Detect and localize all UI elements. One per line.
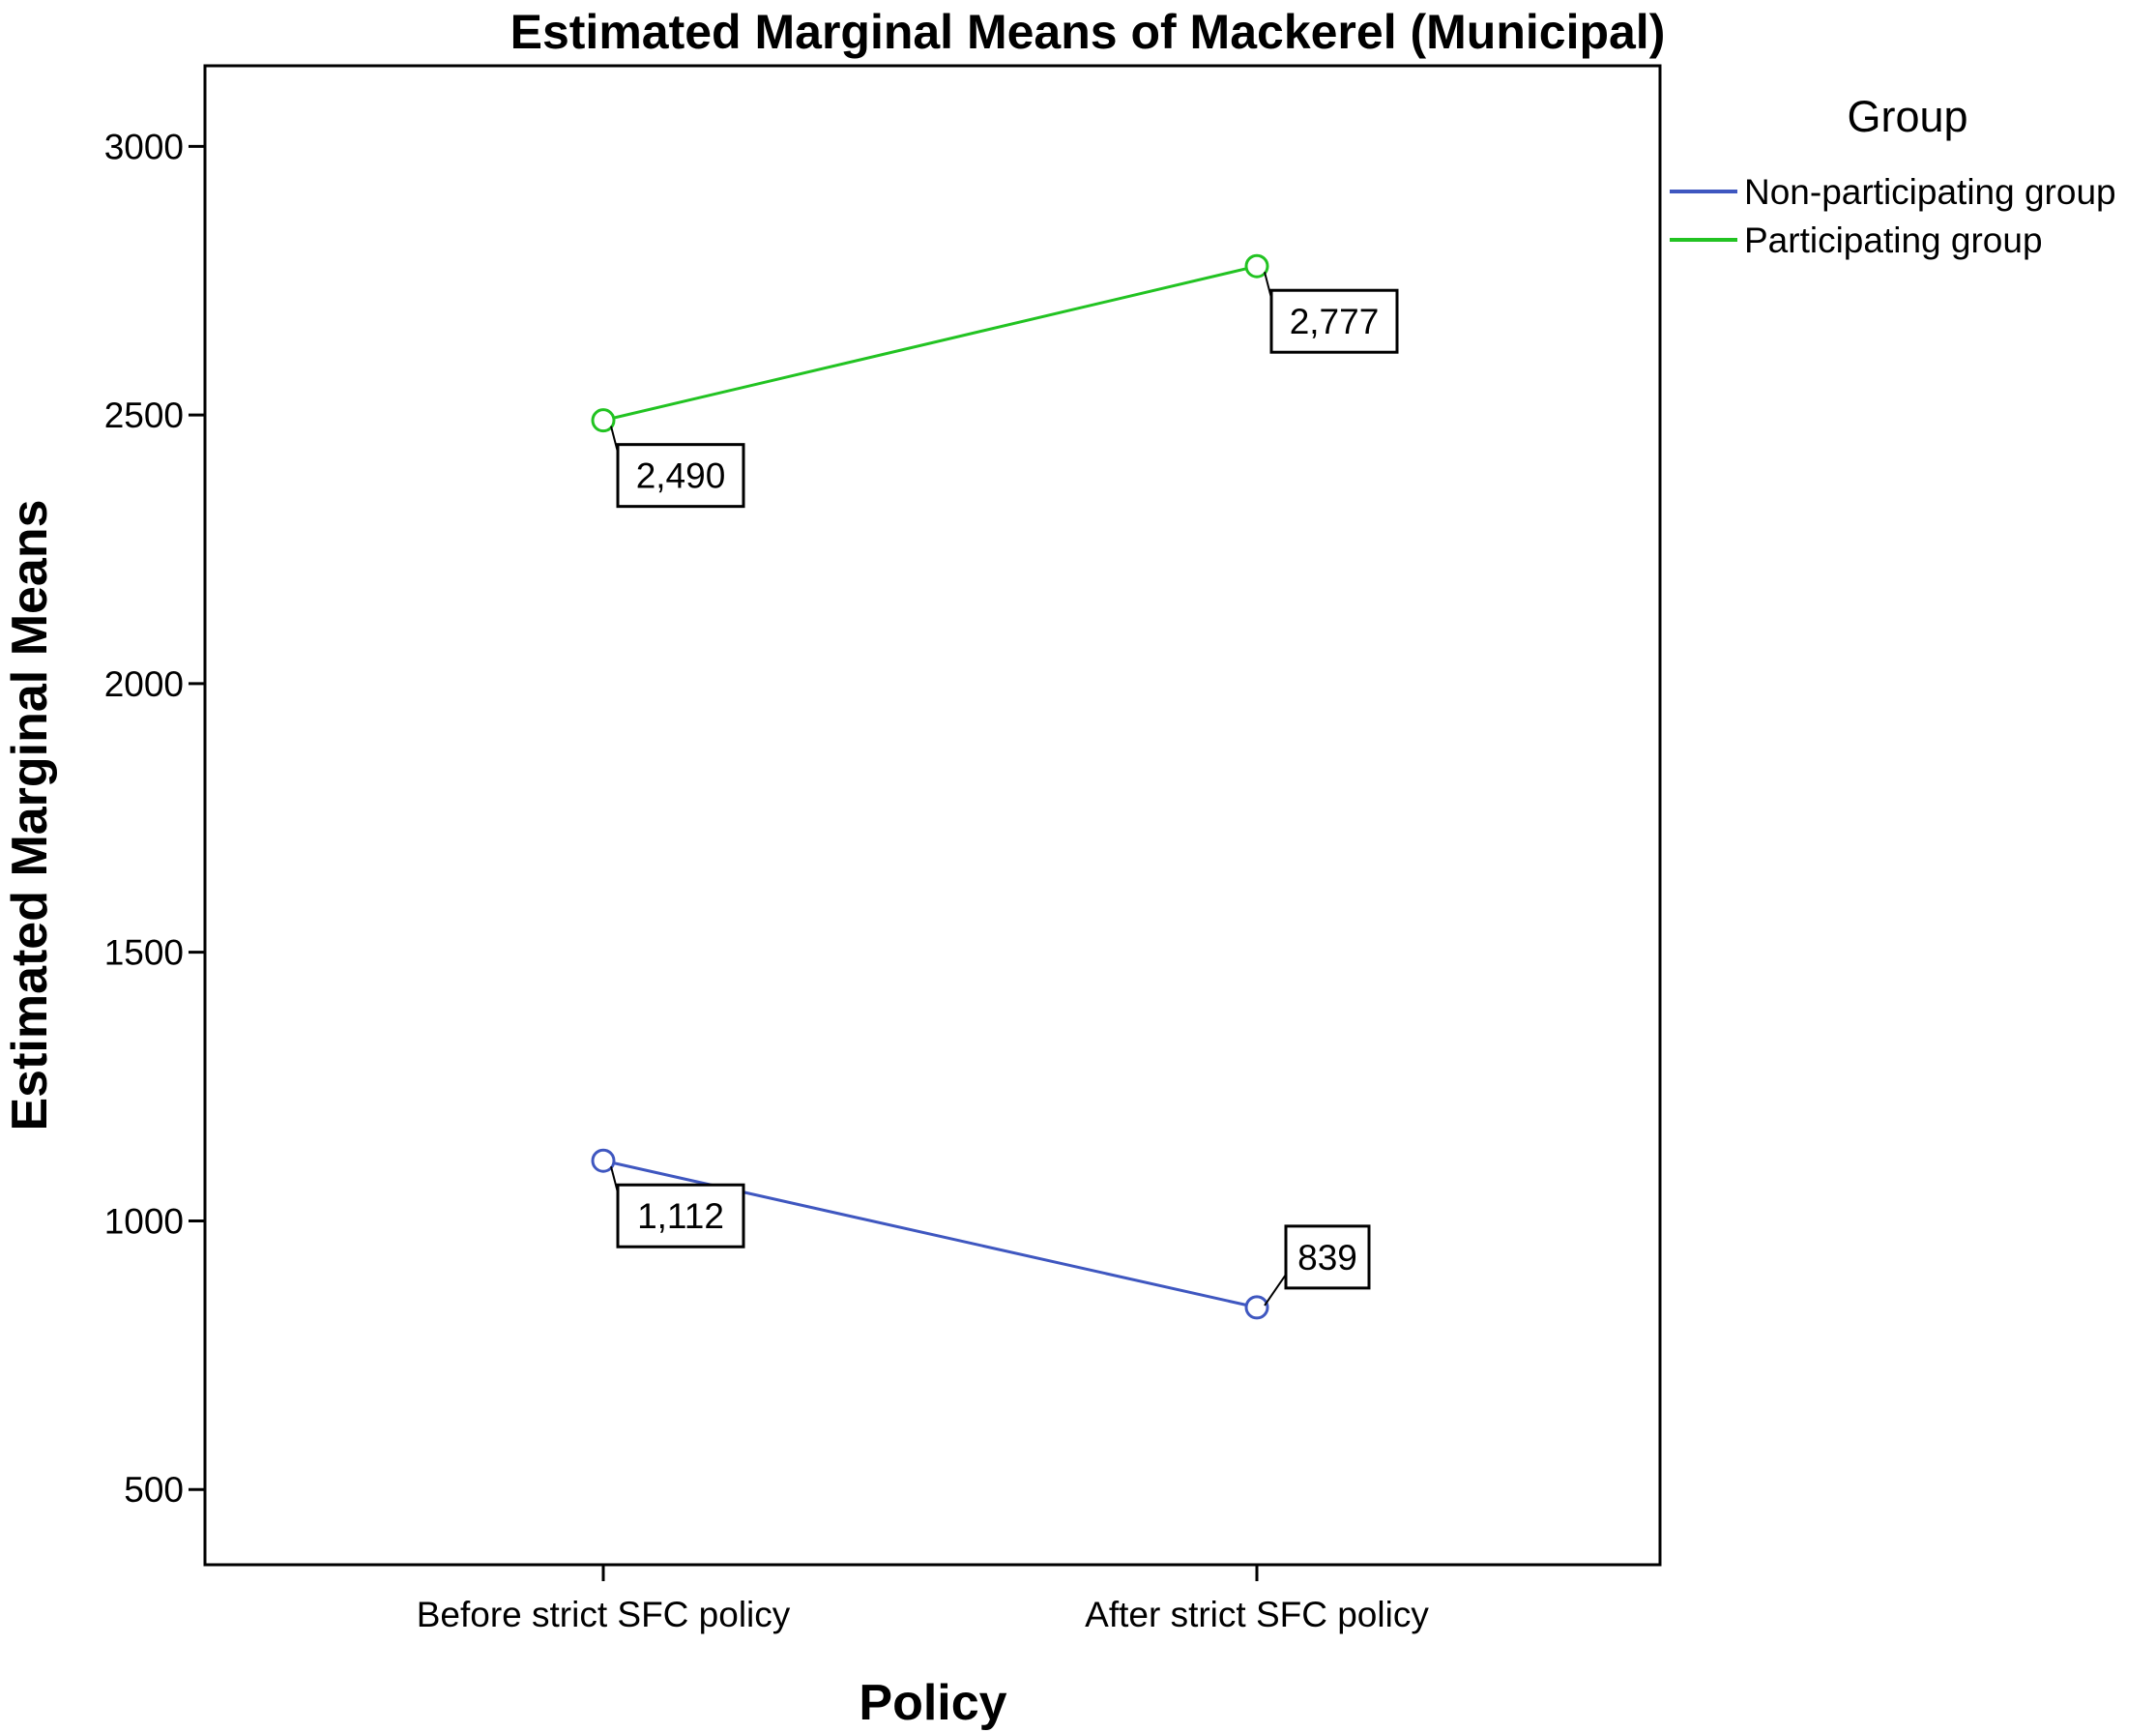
x-tick-label: Before strict SFC policy bbox=[417, 1595, 791, 1634]
y-axis-title: Estimated Marginal Means bbox=[2, 499, 58, 1131]
data-label: 2,777 bbox=[1290, 302, 1380, 341]
legend-label: Participating group bbox=[1744, 220, 2043, 260]
data-point bbox=[1244, 1295, 1269, 1320]
series-non-participating: 1,112 839 bbox=[591, 1148, 1371, 1320]
x-tick-label: After strict SFC policy bbox=[1085, 1595, 1429, 1634]
data-label-box bbox=[616, 443, 745, 509]
legend-label: Non-participating group bbox=[1744, 172, 2116, 212]
data-label-leader bbox=[1264, 1274, 1287, 1307]
y-tick-label: 1000 bbox=[104, 1201, 184, 1241]
y-tick-label: 2500 bbox=[104, 396, 184, 435]
plot-area bbox=[203, 64, 1662, 1567]
series-participating: 2,490 2,777 bbox=[591, 253, 1399, 509]
chart-title: Estimated Marginal Means of Mackerel (Mu… bbox=[510, 5, 1666, 59]
y-tick-label: 1500 bbox=[104, 933, 184, 973]
y-tick-label: 500 bbox=[124, 1470, 184, 1510]
x-axis-title: Policy bbox=[859, 1675, 1006, 1731]
data-label: 839 bbox=[1297, 1238, 1357, 1278]
series-line bbox=[602, 264, 1258, 423]
data-label: 2,490 bbox=[636, 456, 726, 496]
data-label: 1,112 bbox=[637, 1196, 724, 1236]
data-point bbox=[1244, 253, 1269, 279]
series-layer: 1,112 839 2,490 2,777 bbox=[591, 253, 1399, 1320]
data-label-box bbox=[616, 1183, 745, 1248]
legend: Group Non-participating group Participati… bbox=[1670, 92, 2116, 260]
y-axis-ticks: 500 1000 1500 2000 2500 3000 bbox=[104, 127, 205, 1510]
x-axis-ticks: Before strict SFC policy After strict SFC… bbox=[417, 1565, 1429, 1634]
y-tick-label: 3000 bbox=[104, 127, 184, 166]
legend-title: Group bbox=[1847, 92, 1967, 141]
y-tick-label: 2000 bbox=[104, 664, 184, 704]
data-point bbox=[591, 1148, 616, 1173]
data-point bbox=[591, 408, 616, 433]
data-label-box bbox=[1269, 288, 1399, 354]
data-label-box bbox=[1284, 1224, 1371, 1290]
